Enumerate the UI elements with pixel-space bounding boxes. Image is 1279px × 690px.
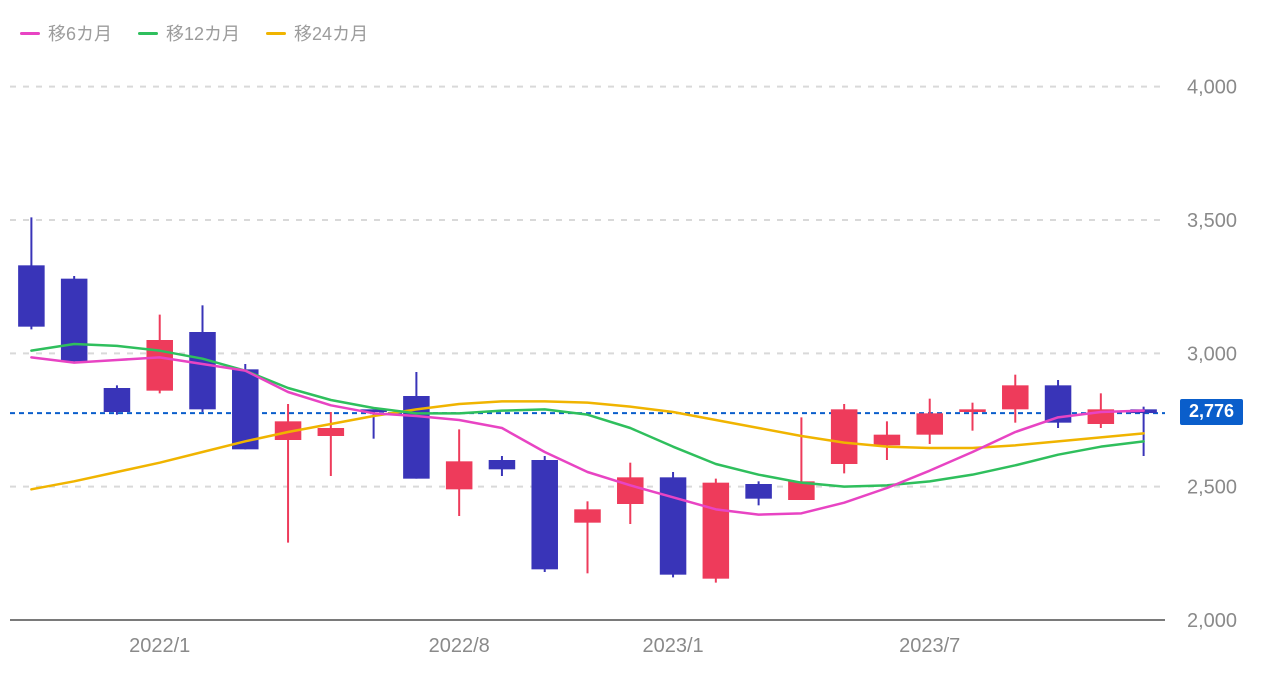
- y-tick-label: 2,500: [1187, 477, 1237, 499]
- x-tick-label: 2022/1: [129, 635, 190, 657]
- candle-body: [1002, 385, 1029, 409]
- y-tick-label: 4,000: [1187, 77, 1237, 99]
- candle-body: [446, 461, 473, 489]
- candle-body: [831, 409, 858, 464]
- candle-body: [61, 279, 88, 362]
- candle-body: [916, 413, 943, 434]
- candle-body: [574, 509, 601, 522]
- candle-body: [874, 435, 901, 446]
- candle-body: [104, 388, 131, 412]
- candle-body: [189, 332, 216, 409]
- y-tick-label: 3,500: [1187, 210, 1237, 232]
- x-tick-label: 2022/8: [429, 635, 490, 657]
- y-tick-label: 3,000: [1187, 343, 1237, 365]
- x-tick-label: 2023/1: [642, 635, 703, 657]
- candle-body: [318, 428, 345, 436]
- candle-body: [232, 369, 259, 449]
- candle-body: [959, 409, 986, 412]
- candle-body: [745, 484, 772, 499]
- candle-body: [703, 483, 730, 579]
- candle-body: [660, 477, 687, 574]
- candle-body: [146, 340, 173, 391]
- current-price-value: 2,776: [1189, 401, 1234, 421]
- candle-body: [489, 460, 516, 469]
- current-price-badge: 2,776: [1180, 399, 1243, 425]
- candle-body: [18, 265, 45, 326]
- candlestick-chart: 2,000 2,500 3,000 3,500 4,000 2022/1 2022/8 202…: [0, 0, 1279, 690]
- candle-body: [531, 460, 558, 569]
- y-tick-label: 2,000: [1187, 610, 1237, 632]
- x-tick-label: 2023/7: [899, 635, 960, 657]
